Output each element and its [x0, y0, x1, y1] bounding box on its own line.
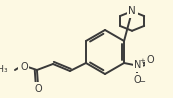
- Text: O: O: [34, 84, 42, 94]
- Text: N: N: [128, 6, 136, 16]
- Text: −: −: [139, 78, 145, 87]
- Text: +: +: [139, 58, 145, 64]
- Text: CH₃: CH₃: [0, 65, 8, 74]
- Text: O: O: [20, 62, 28, 72]
- Text: O: O: [133, 75, 141, 85]
- Text: O: O: [146, 55, 154, 65]
- Text: N: N: [134, 60, 142, 70]
